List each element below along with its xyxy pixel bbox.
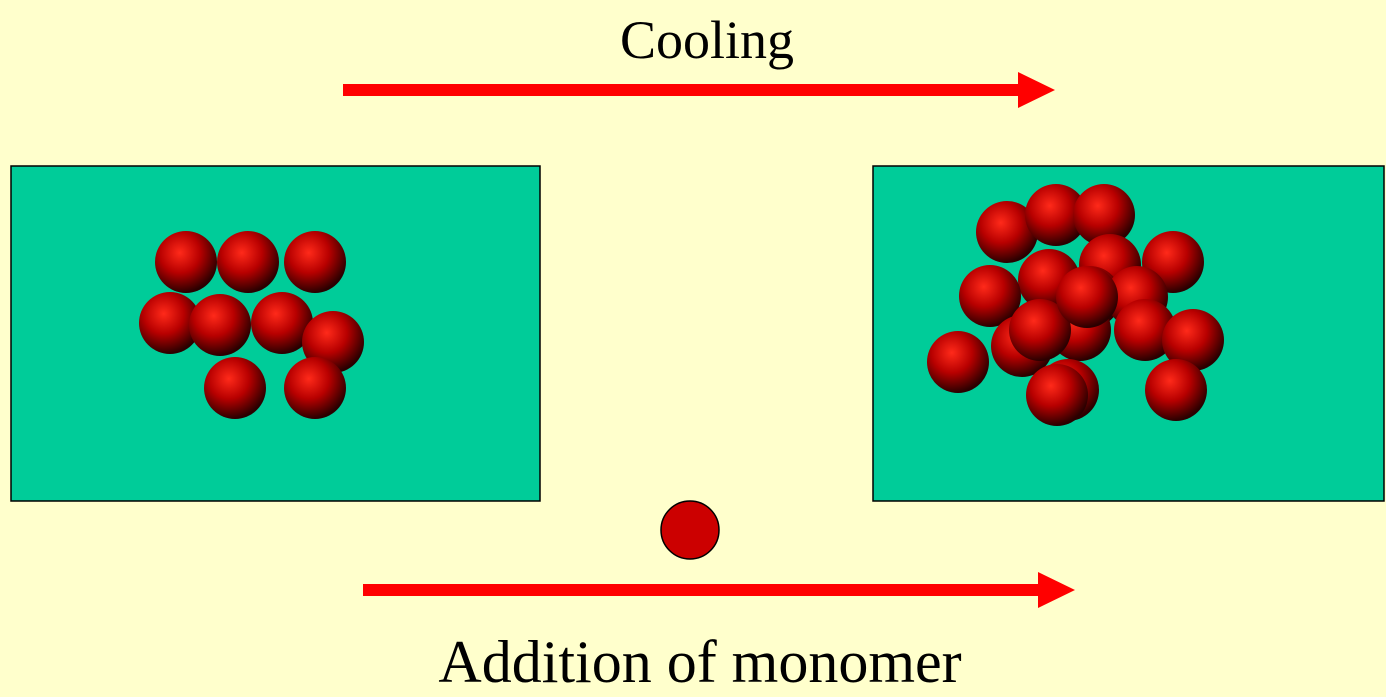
particle (1114, 299, 1176, 361)
particle (204, 357, 266, 419)
bottom-label: Addition of monomer (438, 629, 961, 695)
particle (139, 292, 201, 354)
particle (155, 231, 217, 293)
arrow-shaft (343, 84, 1025, 96)
arrow-head (1038, 572, 1075, 608)
bottom-arrow (363, 572, 1075, 608)
particle (284, 231, 346, 293)
particle (284, 357, 346, 419)
arrow-shaft (363, 584, 1045, 596)
particle (1145, 359, 1207, 421)
monomer (660, 500, 720, 560)
particle (1056, 266, 1118, 328)
particle (251, 292, 313, 354)
particle (1073, 184, 1135, 246)
top-label: Cooling (620, 10, 794, 70)
particle (1162, 309, 1224, 371)
particle (976, 201, 1038, 263)
arrow-head (1018, 72, 1055, 108)
particle (217, 231, 279, 293)
particle (1009, 299, 1071, 361)
particle (189, 294, 251, 356)
particle (1026, 364, 1088, 426)
particle (927, 331, 989, 393)
particle (959, 265, 1021, 327)
top-arrow (343, 72, 1055, 108)
particles (139, 184, 1224, 426)
particle (1025, 184, 1087, 246)
